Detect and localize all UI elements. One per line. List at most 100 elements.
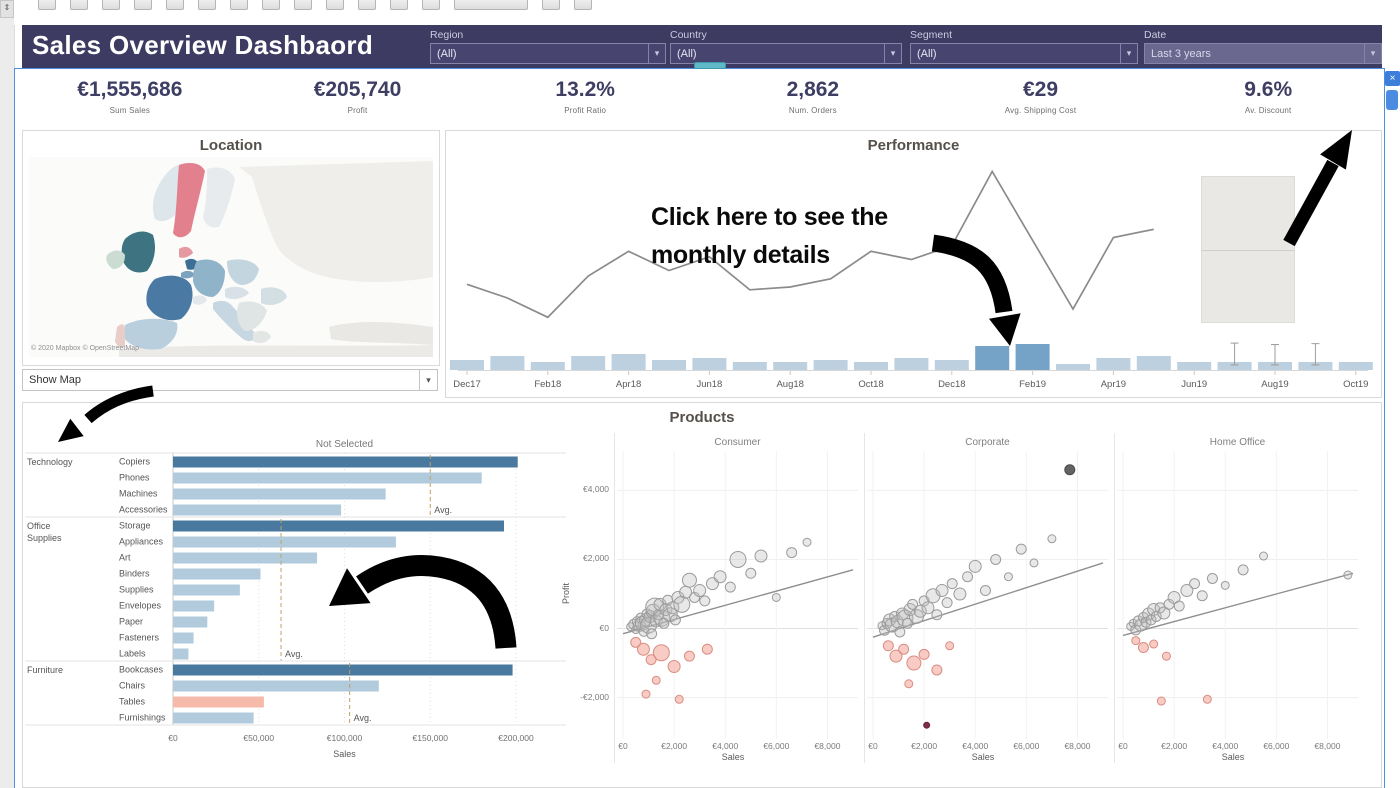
order-point[interactable] [1064,464,1076,476]
order-point[interactable] [754,549,768,563]
order-point[interactable] [898,643,910,655]
profit-line[interactable] [466,169,1154,319]
subcategory-bar[interactable] [173,584,240,596]
monthly-sales-bar[interactable] [1096,358,1131,370]
performance-chart[interactable]: Dec17 Feb18 Apr18 Jun18 Aug18 Oct18 Dec18 Feb19… [446,155,1379,397]
order-point[interactable] [990,553,1002,565]
order-point[interactable] [1015,543,1027,555]
scatter-chart-consumer[interactable]: €0 €2,000 €4,000 €6,000 €8,000 Sales [615,449,860,763]
subcategory-bar[interactable] [173,456,518,468]
highlight-icon[interactable] [542,0,560,10]
subcategory-label[interactable]: Binders [119,569,150,579]
scatter-chart-corporate[interactable]: €0 €2,000 €4,000 €6,000 €8,000 Sales [865,449,1110,763]
subcategory-bar[interactable] [173,616,208,628]
monthly-sales-bar[interactable] [652,360,686,370]
order-point[interactable] [1029,558,1039,568]
replay-icon[interactable] [134,0,152,10]
order-point[interactable] [941,597,953,609]
segment-dropdown[interactable]: (All) ▾ [910,43,1138,64]
order-point[interactable] [883,613,897,627]
order-point[interactable] [713,570,727,584]
subcategory-bar[interactable] [173,664,513,676]
subcategory-bar[interactable] [173,488,386,500]
order-point[interactable] [1220,580,1230,590]
tableau-logo-icon[interactable] [38,0,56,10]
monthly-sales-bar[interactable] [813,360,848,370]
order-point[interactable] [646,628,658,640]
order-point[interactable] [786,547,798,559]
order-point[interactable] [931,664,943,676]
subcategory-bar[interactable] [173,504,342,516]
order-point[interactable] [946,578,958,590]
subcategory-label[interactable]: Chairs [119,681,146,691]
category-label[interactable]: Supplies [27,533,62,543]
order-point[interactable] [630,636,642,648]
order-point[interactable] [1149,639,1159,649]
order-point[interactable] [1131,636,1141,646]
monthly-sales-bar[interactable] [854,362,888,370]
order-point[interactable] [1206,572,1218,584]
subcategory-bar[interactable] [173,536,396,548]
undo-icon[interactable] [70,0,88,10]
order-point[interactable] [894,626,906,638]
sort-ascending-icon[interactable] [390,0,408,10]
order-point[interactable] [641,689,651,699]
presentation-mode-icon[interactable] [574,0,592,10]
order-point[interactable] [931,609,943,621]
order-point[interactable] [724,581,736,593]
duplicate-sheet-icon[interactable] [294,0,312,10]
monthly-sales-bar[interactable] [1056,364,1090,370]
subcategory-label[interactable]: Accessories [119,505,168,515]
scrollbar-thumb[interactable] [1386,90,1398,110]
order-point[interactable] [889,649,903,663]
order-point[interactable] [1003,572,1013,582]
monthly-sales-bar[interactable] [611,354,646,370]
subcategory-label[interactable]: Storage [119,521,151,531]
order-point[interactable] [701,643,713,655]
chevron-down-icon[interactable]: ▾ [419,370,437,390]
order-point[interactable] [1237,564,1249,576]
monthly-sales-bar[interactable] [571,356,606,370]
subcategory-bar[interactable] [173,472,482,484]
order-point[interactable] [645,654,657,666]
subcategory-bar[interactable] [173,680,379,692]
order-point[interactable] [1157,606,1171,620]
europe-map[interactable] [29,157,433,357]
monthly-sales-bar[interactable] [1015,344,1050,370]
redo-icon[interactable] [102,0,120,10]
order-point[interactable] [802,537,812,547]
order-point[interactable] [1189,578,1201,590]
order-point[interactable] [1196,590,1208,602]
category-label[interactable]: Office [27,521,50,531]
order-point[interactable] [895,607,909,621]
subcategory-label[interactable]: Labels [119,649,146,659]
monthly-sales-bar[interactable] [530,362,565,370]
order-point[interactable] [745,567,757,579]
order-point[interactable] [906,655,922,671]
order-point[interactable] [1202,694,1212,704]
chevron-down-icon[interactable]: ▾ [648,44,665,63]
monthly-sales-bar[interactable] [975,346,1010,370]
close-icon[interactable]: × [1385,71,1400,86]
order-point[interactable] [681,572,697,588]
order-point[interactable] [913,604,927,618]
order-point[interactable] [921,601,935,615]
subcategory-bar[interactable] [173,520,504,532]
subcategory-bar[interactable] [173,648,189,660]
pause-updates-icon[interactable] [230,0,248,10]
order-point[interactable] [1167,590,1181,604]
sort-descending-icon[interactable] [422,0,440,10]
monthly-sales-bar[interactable] [692,358,727,370]
order-point[interactable] [896,609,914,627]
order-point[interactable] [918,648,930,660]
order-point[interactable] [653,609,671,627]
subcategory-bar[interactable] [173,552,318,564]
subcategory-label[interactable]: Furnishings [119,713,166,723]
subcategory-bar[interactable] [173,600,215,612]
region-dropdown[interactable]: (All) ▾ [430,43,666,64]
monthly-sales-bar[interactable] [1258,362,1292,370]
add-data-icon[interactable] [198,0,216,10]
save-icon[interactable] [166,0,184,10]
order-point[interactable] [666,601,680,615]
subcategory-label[interactable]: Fasteners [119,633,160,643]
